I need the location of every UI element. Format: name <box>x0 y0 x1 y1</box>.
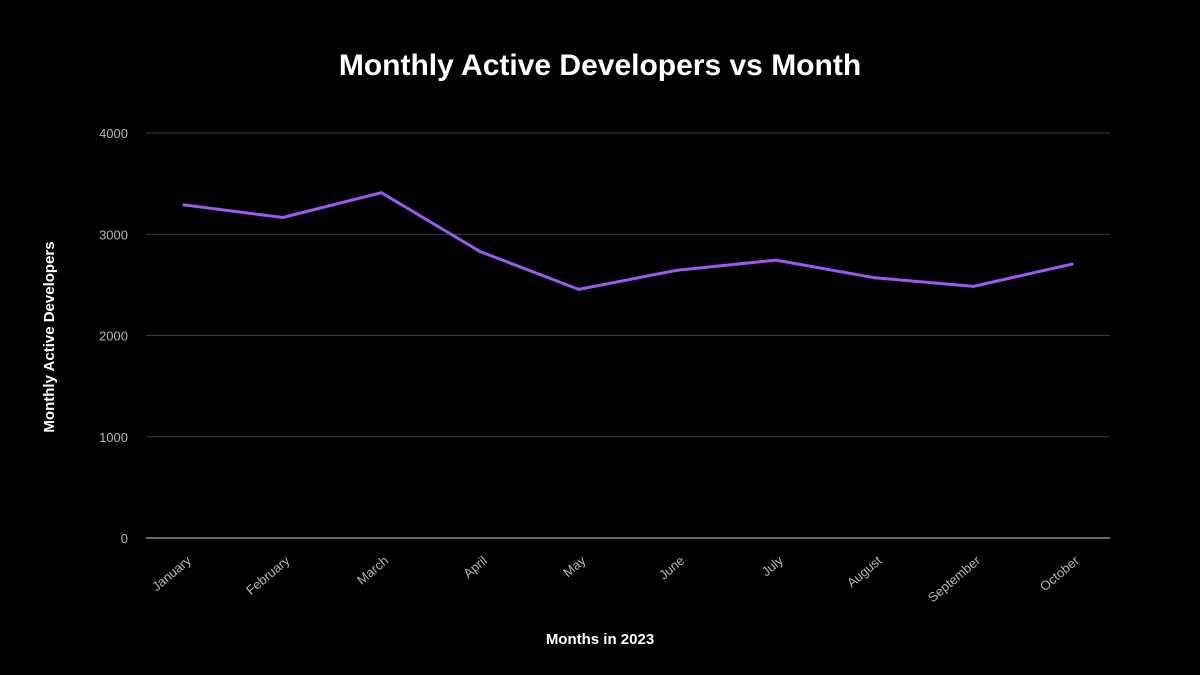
x-tick-label: April <box>460 553 490 581</box>
data-point <box>379 191 383 195</box>
data-point <box>478 249 482 253</box>
series-group <box>182 191 1074 291</box>
x-axis-ticks: January February March April May June July Augu… <box>149 552 1083 605</box>
x-tick-label: January <box>149 552 194 594</box>
y-tick-label: 1000 <box>99 430 128 445</box>
x-tick-label: June <box>656 553 687 583</box>
y-axis-ticks: 0 1000 2000 3000 4000 <box>99 126 128 546</box>
data-point <box>182 203 186 207</box>
y-tick-label: 0 <box>121 531 128 546</box>
y-axis-title: Monthly Active Developers <box>41 241 58 432</box>
data-point <box>577 287 581 291</box>
y-tick-label: 4000 <box>99 126 128 141</box>
data-point <box>281 216 285 220</box>
x-tick-label: March <box>354 553 391 588</box>
x-tick-label: September <box>925 552 984 605</box>
x-tick-label: July <box>759 552 787 579</box>
data-point <box>1070 262 1074 266</box>
x-tick-label: October <box>1037 552 1083 594</box>
data-point <box>774 258 778 262</box>
x-tick-label: May <box>560 552 589 580</box>
y-tick-label: 3000 <box>99 227 128 242</box>
series-line <box>182 191 1074 291</box>
grid <box>146 132 1110 539</box>
data-point <box>675 268 679 272</box>
x-tick-label: August <box>844 553 885 591</box>
data-point <box>873 276 877 280</box>
x-tick-label: February <box>243 552 293 597</box>
y-tick-label: 2000 <box>99 329 128 344</box>
chart-title: Monthly Active Developers vs Month <box>339 49 861 82</box>
data-point <box>971 284 975 288</box>
x-axis-title: Months in 2023 <box>546 631 654 648</box>
